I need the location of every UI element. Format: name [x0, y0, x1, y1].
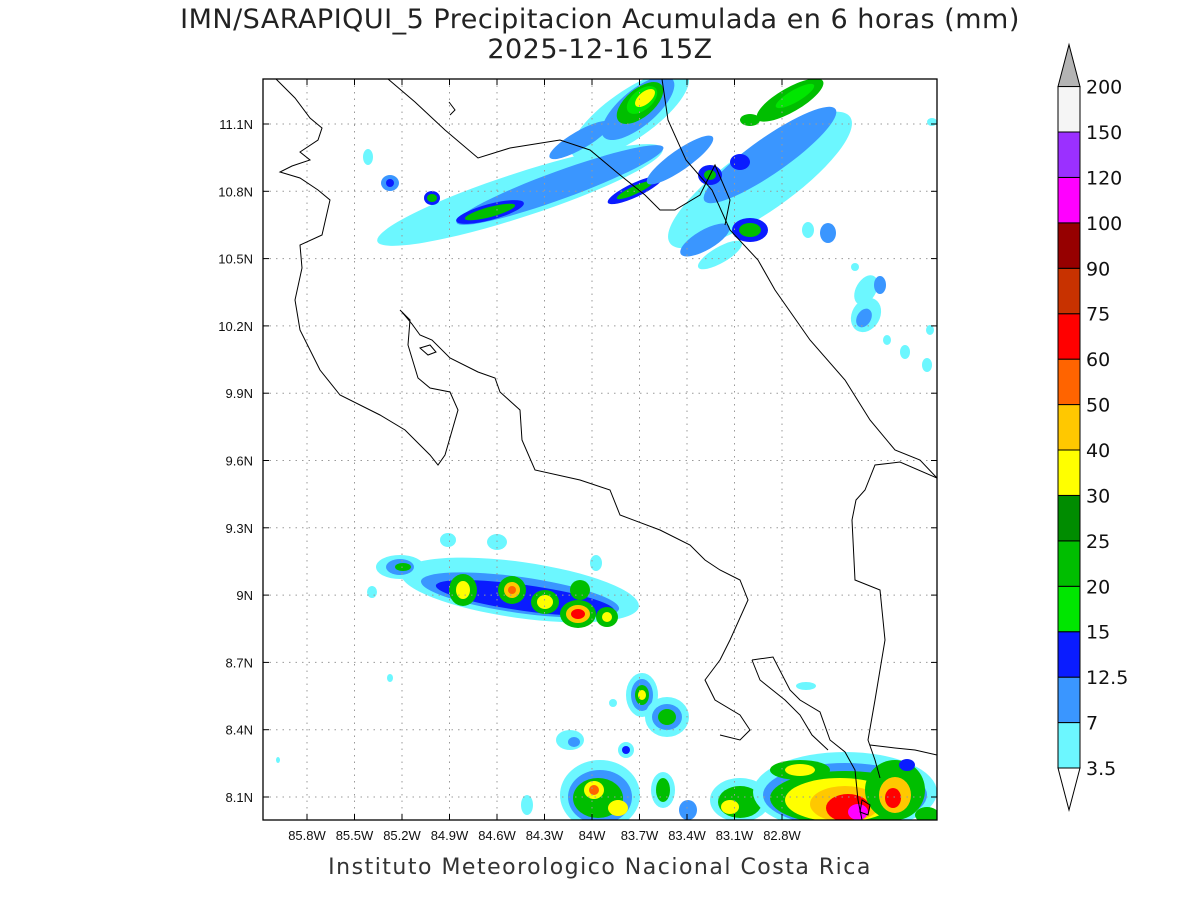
colorbar-label: 75: [1086, 304, 1110, 326]
colorbar-over-arrow: [1057, 42, 1081, 88]
precipitation-layer: [276, 79, 937, 820]
map-subtitle: 2025-12-16 15Z: [487, 34, 713, 65]
colorbar-under-arrow: [1057, 767, 1081, 812]
colorbar-swatch: [1057, 176, 1081, 224]
x-tick-label: 84W: [579, 828, 606, 843]
colorbar-label: 25: [1086, 531, 1110, 553]
colorbar-swatch: [1057, 267, 1081, 315]
colorbar-label: 200: [1086, 77, 1122, 99]
colorbar-swatch: [1057, 131, 1081, 178]
coast-river-mouth: [859, 799, 871, 816]
colorbar-label: 120: [1086, 167, 1122, 189]
colorbar-label: 15: [1086, 622, 1110, 644]
y-tick-label: 9.9N: [226, 386, 253, 401]
colorbar-swatch: [1057, 222, 1081, 269]
colorbar-swatch: [1057, 358, 1081, 406]
x-tick-label: 83.1W: [716, 828, 754, 843]
x-tick-label: 82.8W: [763, 828, 801, 843]
rain-band-central: [367, 533, 639, 628]
colorbar-label: 7: [1086, 713, 1098, 735]
colorbar-swatch: [1057, 631, 1081, 678]
rain-band-north-east: [668, 79, 937, 372]
colorbar-label: 30: [1086, 485, 1110, 507]
y-tick-label: 9.3N: [226, 521, 253, 536]
y-tick-label: 8.1N: [226, 790, 253, 805]
island-chira: [418, 344, 437, 356]
colorbar-label: 12.5: [1086, 667, 1128, 689]
colorbar-swatch: [1057, 722, 1081, 769]
rain-band-north-west: [363, 79, 714, 246]
x-tick-label: 83.7W: [621, 828, 659, 843]
colorbar-label: 50: [1086, 395, 1110, 417]
x-tick-label: 85.8W: [288, 828, 326, 843]
map-title: IMN/SARAPIQUI_5 Precipitacion Acumulada …: [180, 4, 1020, 35]
y-tick-label: 10.5N: [218, 252, 253, 267]
y-tick-label: 10.2N: [218, 319, 253, 334]
y-tick-label: 8.7N: [226, 655, 253, 670]
nicoya-peninsula-coast: [275, 79, 459, 466]
y-tick-label: 10.8N: [218, 184, 253, 199]
x-tick-label: 84.6W: [478, 828, 516, 843]
colorbar-label: 60: [1086, 349, 1110, 371]
colorbar-swatch: [1057, 585, 1081, 633]
x-tick-label: 83.4W: [668, 828, 706, 843]
pacific-panama-coast: [869, 744, 937, 756]
caribbean-coast: [661, 79, 937, 479]
coastlines: [275, 79, 937, 820]
osa-peninsula-coast: [751, 656, 863, 820]
golfo-dulce-coast: [751, 659, 829, 751]
institution-credit: Instituto Meteorologico Nacional Costa R…: [328, 855, 872, 880]
latitude-axis: 11.1N 10.8N 10.5N 10.2N 9.9N 9.6N 9.3N 9N 8.7N 8.…: [218, 117, 937, 805]
colorbar-label: 20: [1086, 576, 1110, 598]
nicaragua-border: [387, 79, 731, 226]
y-tick-label: 9.6N: [226, 454, 253, 469]
x-tick-label: 85.5W: [336, 828, 374, 843]
x-tick-label: 84.9W: [431, 828, 469, 843]
colorbar-swatch: [1057, 404, 1081, 451]
gulf-of-nicoya-coast: [401, 311, 751, 741]
colorbar-swatch: [1057, 86, 1081, 133]
colorbar-swatch: [1057, 494, 1081, 542]
colorbar-swatch: [1057, 676, 1081, 724]
lake-shore: [448, 101, 456, 116]
longitude-axis: 85.8W 85.5W 85.2W 84.9W 84.6W 84.3W 84W 83.7W 83…: [288, 79, 802, 843]
colorbar-label: 40: [1086, 440, 1110, 462]
colorbar-label: 100: [1086, 213, 1122, 235]
x-tick-label: 84.3W: [526, 828, 564, 843]
colorbar-swatch: [1057, 313, 1081, 360]
colorbar-swatch: [1057, 449, 1081, 496]
x-tick-label: 85.2W: [383, 828, 421, 843]
colorbar-swatch: [1057, 540, 1081, 587]
colorbar-legend: 3.5 7 12.5 15 20 25 30 40 50 60 75 90 100 120 150 200: [1057, 42, 1128, 812]
map-frame: [262, 78, 938, 821]
panama-border: [851, 461, 937, 779]
colorbar-label: 3.5: [1086, 758, 1116, 780]
grid-lines: [263, 79, 937, 820]
colorbar-label: 90: [1086, 258, 1110, 280]
y-tick-label: 9N: [236, 588, 253, 603]
y-tick-label: 8.4N: [226, 723, 253, 738]
rain-cells-south: [276, 673, 937, 820]
colorbar-label: 150: [1086, 122, 1122, 144]
y-tick-label: 11.1N: [219, 117, 253, 132]
